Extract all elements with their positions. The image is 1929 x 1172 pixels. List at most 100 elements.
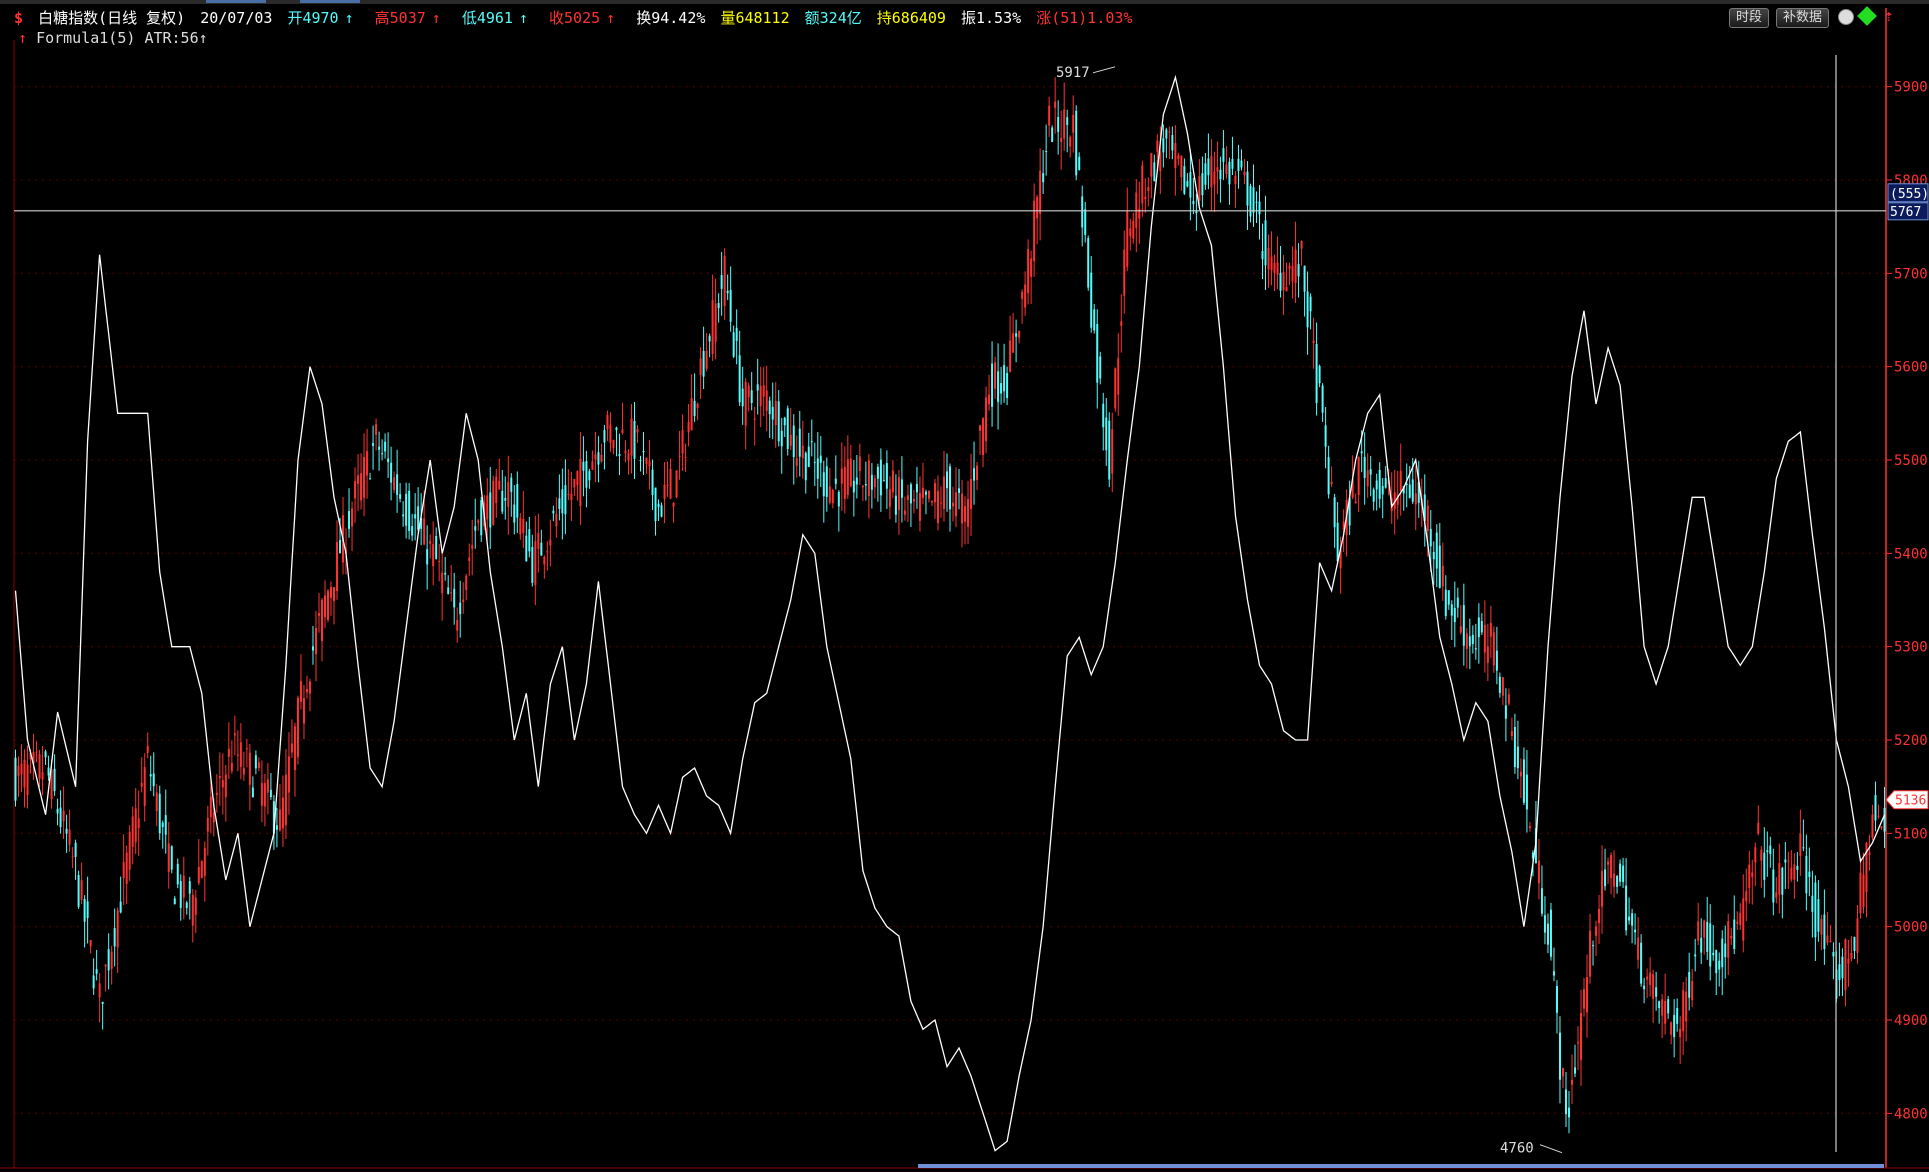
candle-body bbox=[846, 459, 849, 495]
dollar-sign-icon[interactable]: $ bbox=[14, 9, 24, 27]
candle-body bbox=[564, 485, 567, 515]
top-status-bar bbox=[0, 0, 1929, 4]
candle-body bbox=[1126, 211, 1129, 267]
candle-body bbox=[275, 825, 278, 830]
candle-body bbox=[1216, 167, 1219, 172]
candle-body bbox=[296, 697, 299, 758]
candle-body bbox=[1604, 869, 1607, 887]
candle-body bbox=[1468, 636, 1471, 647]
candle-body bbox=[1688, 972, 1691, 998]
candle-body bbox=[465, 575, 468, 590]
candle-body bbox=[1601, 870, 1604, 907]
candle-body bbox=[317, 613, 320, 616]
formula-label[interactable]: Formula1(5) bbox=[36, 29, 136, 47]
candle-body bbox=[1204, 163, 1207, 185]
candle-body bbox=[1063, 109, 1066, 139]
candle-body bbox=[861, 485, 864, 488]
pin-icon[interactable]: ⇡ bbox=[1884, 6, 1894, 25]
y-tick-label: 5000 bbox=[1894, 920, 1928, 936]
candle-body bbox=[1246, 171, 1249, 206]
candle-body bbox=[1039, 170, 1042, 214]
candle-body bbox=[1703, 920, 1706, 938]
candle-body bbox=[900, 479, 903, 498]
candle-body bbox=[723, 255, 726, 306]
candle-body bbox=[477, 520, 480, 523]
candle-body bbox=[1234, 175, 1237, 185]
candle-body bbox=[435, 536, 438, 559]
candle-body bbox=[1327, 457, 1330, 495]
y-tick-label: 5600 bbox=[1894, 360, 1928, 376]
candle-body bbox=[417, 506, 420, 530]
candle-body bbox=[1501, 677, 1504, 696]
candle-body bbox=[1408, 484, 1411, 498]
candle-body bbox=[1405, 483, 1408, 485]
candle-body bbox=[366, 451, 369, 476]
candle-body bbox=[260, 783, 263, 806]
candle-body bbox=[387, 458, 390, 463]
candle-body bbox=[1739, 912, 1742, 926]
candle-body bbox=[1531, 852, 1534, 859]
candle-body bbox=[1129, 228, 1132, 237]
candle-body bbox=[224, 774, 227, 797]
candle-body bbox=[299, 680, 302, 702]
candle-body bbox=[949, 466, 951, 510]
candle-body bbox=[372, 443, 375, 446]
y-tick-label: 5200 bbox=[1894, 733, 1928, 749]
turnover-rate: 换94.42% bbox=[636, 9, 706, 27]
time-share-button[interactable]: 时段 bbox=[1729, 8, 1770, 28]
candle-body bbox=[1718, 960, 1721, 970]
candle-body bbox=[979, 425, 982, 431]
candle-body bbox=[1144, 196, 1147, 200]
candle-body bbox=[68, 829, 71, 845]
candle-body bbox=[1691, 981, 1694, 1001]
candle-body bbox=[1592, 945, 1595, 947]
candle-body bbox=[762, 385, 765, 397]
candle-body bbox=[197, 866, 200, 884]
open-interest: 持686409 bbox=[876, 9, 946, 27]
candle-body bbox=[305, 689, 308, 693]
amplitude: 振1.53% bbox=[961, 9, 1022, 27]
candle-body bbox=[1402, 486, 1405, 494]
candle-body bbox=[1075, 110, 1078, 176]
candle-body bbox=[958, 488, 961, 493]
candle-body bbox=[513, 504, 516, 523]
candle-body bbox=[1826, 935, 1829, 943]
candle-body bbox=[1198, 175, 1201, 201]
candle-body bbox=[236, 754, 239, 756]
candle-body bbox=[1814, 882, 1817, 938]
candle-body bbox=[822, 472, 825, 497]
candle-body bbox=[1462, 605, 1465, 646]
settings-gear-icon[interactable] bbox=[1838, 9, 1854, 25]
candle-body bbox=[167, 843, 170, 872]
candle-body bbox=[840, 468, 843, 484]
candle-body bbox=[104, 964, 107, 967]
candle-body bbox=[1084, 209, 1087, 236]
candle-body bbox=[1631, 913, 1634, 926]
candle-body bbox=[44, 751, 47, 758]
candle-body bbox=[1033, 200, 1036, 262]
scrollbar-thumb[interactable] bbox=[918, 1164, 1884, 1168]
candle-body bbox=[912, 499, 915, 502]
candle-body bbox=[669, 469, 672, 499]
candle-body bbox=[624, 450, 627, 454]
candle-body bbox=[732, 332, 735, 357]
candle-body bbox=[1432, 551, 1435, 560]
candle-body bbox=[1543, 915, 1546, 933]
candle-body bbox=[1015, 333, 1018, 337]
supplement-data-button[interactable]: 补数据 bbox=[1776, 8, 1830, 28]
candle-body bbox=[438, 561, 441, 563]
candle-body bbox=[1258, 201, 1261, 215]
candle-body bbox=[1051, 127, 1054, 142]
candle-body bbox=[47, 767, 50, 776]
candle-body bbox=[152, 773, 155, 787]
candle-body bbox=[411, 526, 414, 536]
candle-body bbox=[423, 518, 426, 545]
candle-body bbox=[1315, 344, 1318, 403]
candle-body bbox=[1474, 648, 1477, 650]
candle-body bbox=[955, 492, 958, 517]
candle-body bbox=[711, 300, 714, 355]
candle-body bbox=[540, 542, 543, 556]
candle-body bbox=[1021, 292, 1024, 299]
candle-body bbox=[1793, 864, 1796, 880]
